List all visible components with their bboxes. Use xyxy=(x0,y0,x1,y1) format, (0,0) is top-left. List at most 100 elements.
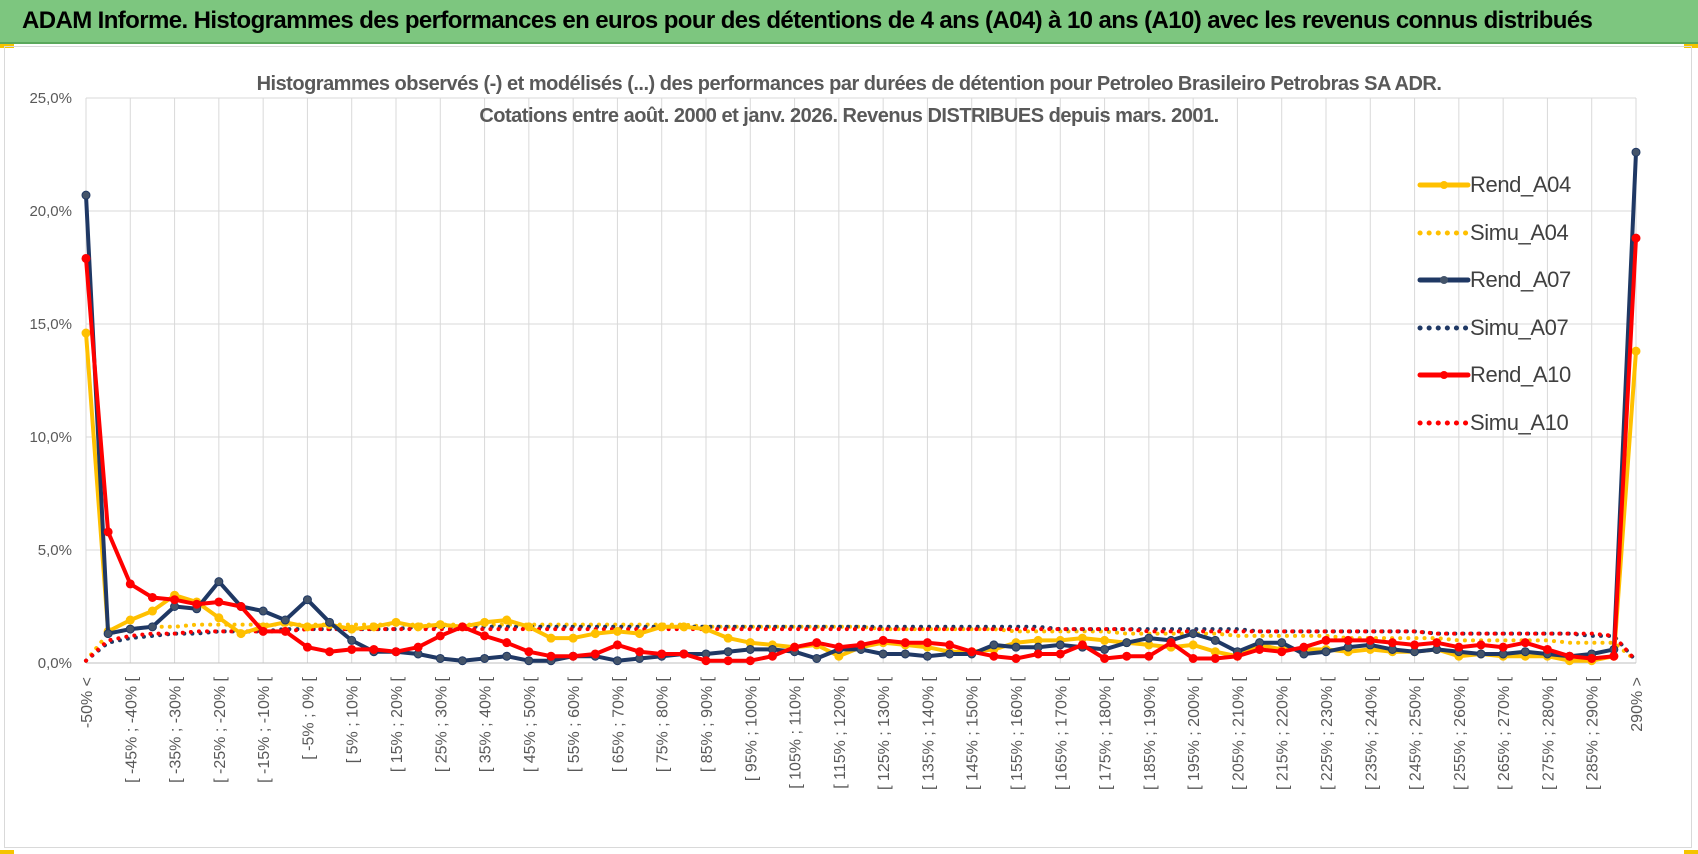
legend-swatch xyxy=(1417,371,1471,379)
data-point-rend-a04 xyxy=(413,622,423,632)
data-point-rend-a07 xyxy=(1277,638,1287,648)
x-tick-label: [ 35% ; 40% [ xyxy=(478,676,495,772)
x-tick-label: [ 55% ; 60% [ xyxy=(566,676,583,772)
data-point-rend-a04 xyxy=(568,633,578,643)
data-point-rend-a07 xyxy=(325,617,335,627)
data-point-rend-a10 xyxy=(546,651,556,661)
data-point-rend-a10 xyxy=(325,647,335,657)
data-point-rend-a07 xyxy=(302,595,312,605)
legend-label: Simu_A04 xyxy=(1470,219,1569,245)
x-tick-label: [ 195% ; 200% [ xyxy=(1186,676,1203,790)
data-point-rend-a10 xyxy=(1432,638,1442,648)
legend-swatch xyxy=(1417,325,1471,330)
data-point-rend-a10 xyxy=(1565,651,1575,661)
data-point-rend-a10 xyxy=(1631,233,1641,243)
x-tick-label: [ 225% ; 230% [ xyxy=(1319,676,1336,790)
data-point-rend-a07 xyxy=(812,653,822,663)
x-tick-label: [ 245% ; 250% [ xyxy=(1408,676,1425,790)
legend-swatch xyxy=(1417,276,1471,284)
data-point-rend-a04 xyxy=(701,624,711,634)
x-tick-label: [ 155% ; 160% [ xyxy=(1009,676,1026,790)
data-point-rend-a04 xyxy=(214,613,224,623)
data-point-rend-a10 xyxy=(302,642,312,652)
data-point-rend-a10 xyxy=(147,592,157,602)
x-tick-label: [ 145% ; 150% [ xyxy=(965,676,982,790)
data-point-rend-a10 xyxy=(280,626,290,636)
data-point-rend-a10 xyxy=(1210,653,1220,663)
x-tick-label: [ 165% ; 170% [ xyxy=(1053,676,1070,790)
y-tick-label: 15,0% xyxy=(29,316,72,333)
data-point-rend-a04 xyxy=(612,626,622,636)
data-point-rend-a10 xyxy=(103,527,113,537)
data-point-rend-a10 xyxy=(1100,653,1110,663)
x-tick-label: [ -25% ; -20% [ xyxy=(212,676,229,782)
data-point-rend-a10 xyxy=(170,595,180,605)
x-tick-label: [ 175% ; 180% [ xyxy=(1098,676,1115,790)
x-tick-label: [ 275% ; 280% [ xyxy=(1540,676,1557,790)
series-line-rend-a10 xyxy=(84,236,1638,663)
legend-label: Simu_A07 xyxy=(1470,314,1569,340)
data-point-rend-a10 xyxy=(1343,635,1353,645)
data-point-rend-a10 xyxy=(524,647,534,657)
y-tick-label: 10,0% xyxy=(29,429,72,446)
x-tick-label: [ 105% ; 110% [ xyxy=(788,676,805,788)
data-point-rend-a04 xyxy=(590,629,600,639)
data-point-rend-a10 xyxy=(945,640,955,650)
data-point-rend-a07 xyxy=(878,649,888,659)
y-tick-label: 20,0% xyxy=(29,203,72,220)
data-point-rend-a10 xyxy=(192,599,202,609)
data-point-rend-a07 xyxy=(81,190,91,200)
series-line-simu-a04 xyxy=(84,622,1638,663)
x-tick-label: [ 75% ; 80% [ xyxy=(655,676,672,772)
y-tick-label: 5,0% xyxy=(38,542,72,559)
data-point-rend-a04 xyxy=(480,617,490,627)
data-point-rend-a10 xyxy=(1122,651,1132,661)
x-tick-label: [ 285% ; 290% [ xyxy=(1585,676,1602,790)
x-tick-label: -50% < xyxy=(79,677,96,728)
x-tick-label: [ 205% ; 210% [ xyxy=(1230,676,1247,790)
data-point-rend-a04 xyxy=(524,622,534,632)
data-point-rend-a10 xyxy=(900,638,910,648)
data-point-rend-a10 xyxy=(1365,635,1375,645)
data-point-rend-a04 xyxy=(1631,346,1641,356)
data-point-rend-a04 xyxy=(723,633,733,643)
data-point-rend-a07 xyxy=(347,635,357,645)
x-tick-label: [ -45% ; -40% [ xyxy=(123,676,140,782)
report-banner: ADAM Informe. Histogrammes des performan… xyxy=(0,0,1698,44)
data-point-rend-a04 xyxy=(302,622,312,632)
data-point-rend-a07 xyxy=(1144,633,1154,643)
data-point-rend-a10 xyxy=(856,640,866,650)
x-tick-label: [ 125% ; 130% [ xyxy=(876,676,893,790)
data-point-rend-a07 xyxy=(612,656,622,666)
x-tick-label: [ 115% ; 120% [ xyxy=(832,676,849,788)
y-tick-label: 0,0% xyxy=(38,655,72,672)
data-point-rend-a10 xyxy=(369,644,379,654)
x-tick-label: [ 185% ; 190% [ xyxy=(1142,676,1159,790)
data-point-rend-a10 xyxy=(745,656,755,666)
x-tick-label: [ 135% ; 140% [ xyxy=(920,676,937,790)
data-point-rend-a07 xyxy=(103,629,113,639)
data-point-rend-a07 xyxy=(723,647,733,657)
data-point-rend-a10 xyxy=(701,656,711,666)
data-point-rend-a04 xyxy=(347,624,357,634)
data-point-rend-a10 xyxy=(480,631,490,641)
legend-label: Rend_A04 xyxy=(1470,172,1571,197)
data-point-rend-a10 xyxy=(502,638,512,648)
data-point-rend-a04 xyxy=(1100,635,1110,645)
data-point-rend-a04 xyxy=(546,633,556,643)
series-line-rend-a07 xyxy=(84,150,1638,663)
x-tick-label: [ 215% ; 220% [ xyxy=(1275,676,1292,790)
y-tick-label: 25,0% xyxy=(29,90,72,107)
data-point-rend-a10 xyxy=(723,656,733,666)
data-point-rend-a10 xyxy=(1587,653,1597,663)
data-point-rend-a10 xyxy=(767,651,777,661)
x-tick-label: [ -5% ; 0% [ xyxy=(300,676,317,759)
chart-titles: Histogrammes observés (-) et modélisés (… xyxy=(257,73,1442,127)
legend-swatch xyxy=(1417,181,1471,189)
data-point-rend-a10 xyxy=(391,647,401,657)
data-point-rend-a10 xyxy=(1609,651,1619,661)
data-point-rend-a10 xyxy=(258,626,268,636)
data-point-rend-a04 xyxy=(1188,640,1198,650)
data-point-rend-a04 xyxy=(657,622,667,632)
